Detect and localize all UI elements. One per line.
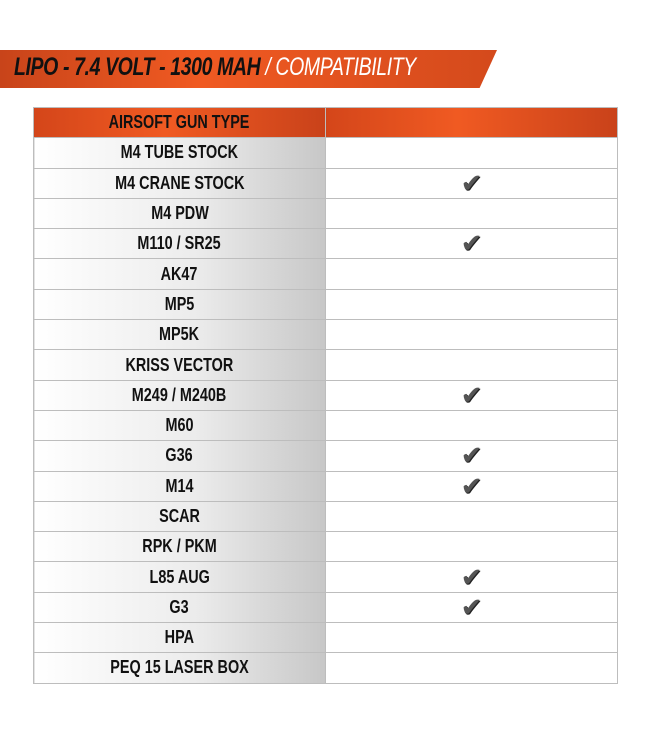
compatibility-cell bbox=[325, 652, 618, 684]
compatibility-cell: ✔ bbox=[325, 228, 618, 260]
compatibility-cell bbox=[325, 500, 618, 533]
compatibility-cell bbox=[325, 349, 618, 381]
gun-type-cell: G3 bbox=[33, 591, 326, 624]
compatibility-cell: ✔ bbox=[325, 379, 618, 411]
table-row: M14 ✔ bbox=[33, 470, 618, 502]
compatibility-table: AIRSOFT GUN TYPE M4 TUBE STOCK M4 CRANE S… bbox=[33, 106, 618, 684]
header-gun-type: AIRSOFT GUN TYPE bbox=[33, 106, 326, 139]
gun-type-cell: M14 bbox=[33, 470, 326, 502]
gun-type-cell: M110 / SR25 bbox=[33, 228, 326, 260]
banner-title: LIPO - 7.4 VOLT - 1300 MAH bbox=[14, 53, 261, 81]
compatibility-cell: ✔ bbox=[325, 591, 618, 624]
gun-type-cell: KRISS VECTOR bbox=[33, 349, 326, 381]
gun-type-cell: MP5 bbox=[33, 288, 326, 321]
table-row: M4 PDW bbox=[33, 197, 618, 230]
compatibility-cell bbox=[325, 531, 618, 563]
gun-type-cell: M60 bbox=[33, 409, 326, 442]
compatibility-cell: ✔ bbox=[325, 561, 618, 593]
table-row: M60 bbox=[33, 409, 618, 442]
table-row: L85 AUG ✔ bbox=[33, 561, 618, 593]
checkmark-icon: ✔ bbox=[460, 591, 483, 622]
compatibility-cell: ✔ bbox=[325, 167, 618, 199]
checkmark-icon: ✔ bbox=[460, 379, 483, 410]
gun-type-cell: M4 PDW bbox=[33, 197, 326, 230]
table-row: MP5K bbox=[33, 319, 618, 351]
gun-type-cell: SCAR bbox=[33, 500, 326, 533]
gun-type-cell: HPA bbox=[33, 622, 326, 654]
table-row: M110 / SR25 ✔ bbox=[33, 228, 618, 260]
compatibility-cell bbox=[325, 409, 618, 442]
table-row: RPK / PKM bbox=[33, 531, 618, 563]
table-row: MP5 bbox=[33, 288, 618, 321]
table-row: M4 CRANE STOCK ✔ bbox=[33, 167, 618, 199]
title-banner: LIPO - 7.4 VOLT - 1300 MAH / COMPATIBILI… bbox=[0, 50, 497, 88]
table-row: G36 ✔ bbox=[33, 440, 618, 472]
compatibility-cell bbox=[325, 197, 618, 230]
compatibility-cell: ✔ bbox=[325, 470, 618, 502]
gun-type-cell: M4 CRANE STOCK bbox=[33, 167, 326, 199]
gun-type-cell: RPK / PKM bbox=[33, 531, 326, 563]
table-header: AIRSOFT GUN TYPE bbox=[33, 106, 618, 139]
table-row: HPA bbox=[33, 622, 618, 654]
compatibility-cell bbox=[325, 622, 618, 654]
checkmark-icon: ✔ bbox=[460, 167, 483, 198]
gun-type-cell: L85 AUG bbox=[33, 561, 326, 593]
table-row: SCAR bbox=[33, 500, 618, 533]
header-compatibility bbox=[325, 106, 618, 139]
checkmark-icon: ✔ bbox=[460, 470, 483, 501]
gun-type-cell: PEQ 15 LASER BOX bbox=[33, 652, 326, 684]
table-row: G3 ✔ bbox=[33, 591, 618, 624]
checkmark-icon: ✔ bbox=[460, 228, 483, 259]
compatibility-cell bbox=[325, 288, 618, 321]
table-row: PEQ 15 LASER BOX bbox=[33, 652, 618, 684]
gun-type-cell: G36 bbox=[33, 440, 326, 472]
table-row: M4 TUBE STOCK bbox=[33, 137, 618, 169]
table-row: M249 / M240B ✔ bbox=[33, 379, 618, 411]
checkmark-icon: ✔ bbox=[460, 561, 483, 592]
compatibility-cell bbox=[325, 319, 618, 351]
compatibility-cell: ✔ bbox=[325, 440, 618, 472]
gun-type-cell: M249 / M240B bbox=[33, 379, 326, 411]
table-row: AK47 bbox=[33, 258, 618, 290]
table-row: KRISS VECTOR bbox=[33, 349, 618, 381]
gun-type-cell: M4 TUBE STOCK bbox=[33, 137, 326, 169]
checkmark-icon: ✔ bbox=[460, 440, 483, 471]
gun-type-cell: AK47 bbox=[33, 258, 326, 290]
gun-type-cell: MP5K bbox=[33, 319, 326, 351]
banner-subtitle: / COMPATIBILITY bbox=[265, 53, 416, 81]
compatibility-cell bbox=[325, 137, 618, 169]
compatibility-cell bbox=[325, 258, 618, 290]
